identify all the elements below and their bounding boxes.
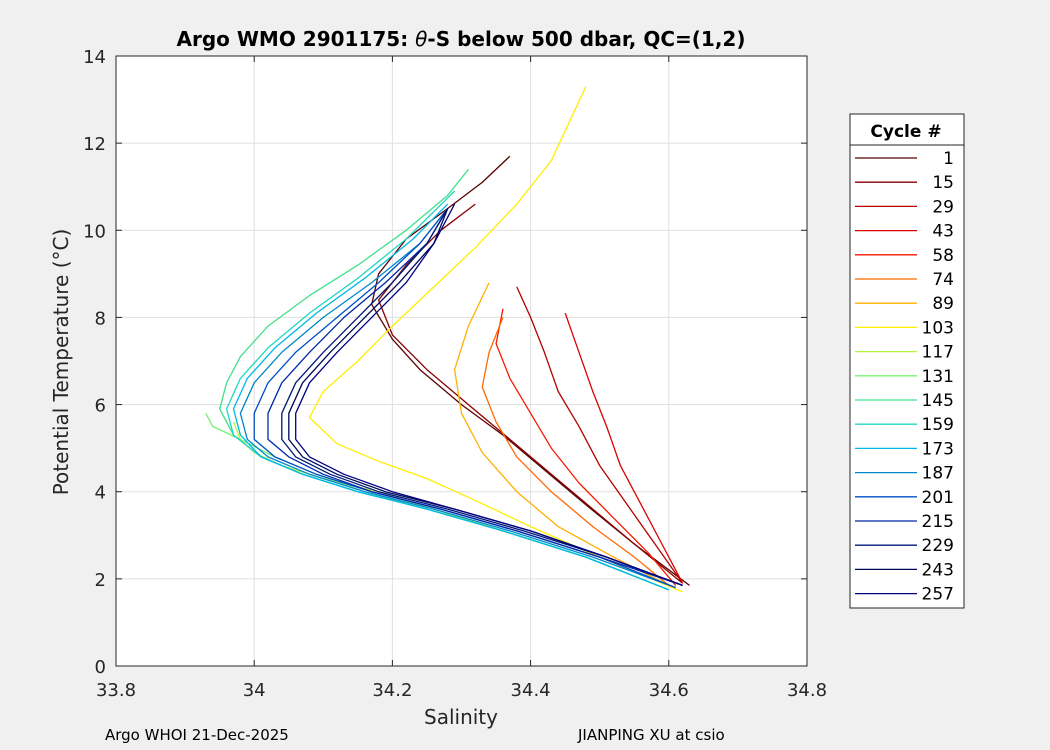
legend-label: 257 <box>922 585 954 605</box>
data-series <box>205 86 690 593</box>
legend-label: 215 <box>922 512 954 532</box>
x-tick-label: 34.4 <box>511 680 551 701</box>
series-line-cycle-74 <box>481 317 670 586</box>
y-tick-label: 14 <box>83 47 106 68</box>
legend-label: 29 <box>932 197 954 217</box>
legend-label: 173 <box>922 439 954 459</box>
x-tick-label: 34.8 <box>787 680 827 701</box>
legend-label: 89 <box>932 294 954 314</box>
legend-label: 187 <box>922 464 954 484</box>
plot-area: 33.8 34 34.2 34.4 34.6 34.8 0 2 4 6 8 10 12 14 <box>83 47 827 701</box>
legend-items: 1 15 29 43 58 74 89 103 117 131 145 159 173 187 201 215… <box>855 149 954 605</box>
legend-label: 145 <box>922 391 954 411</box>
legend-box <box>849 113 965 609</box>
series-line-cycle-173 <box>232 203 670 591</box>
series-line-cycle-89 <box>453 282 670 586</box>
chart-title-suffix: -S below 500 dbar, QC=(1,2) <box>427 27 745 51</box>
series-line-cycle-187 <box>239 208 676 589</box>
legend: Cycle # 11529435874891031171311451591731… <box>849 113 965 609</box>
y-tick-label: 8 <box>95 308 106 329</box>
y-axis-label: Potential Temperature (°C) <box>49 229 73 496</box>
x-tick-label: 34 <box>243 680 266 701</box>
legend-label: 117 <box>922 343 954 363</box>
x-axis-ticks: 33.8 34 34.2 34.4 34.6 34.8 <box>96 56 827 701</box>
series-line-cycle-257 <box>295 203 683 587</box>
legend-label: 131 <box>922 367 954 387</box>
grid-lines <box>116 56 807 666</box>
legend-label: 43 <box>932 222 954 242</box>
x-tick-label: 34.6 <box>649 680 689 701</box>
series-line-cycle-29 <box>516 286 684 584</box>
y-tick-label: 4 <box>95 483 106 504</box>
legend-label: 15 <box>932 173 954 193</box>
series-line-cycle-229 <box>281 208 683 587</box>
y-tick-label: 0 <box>95 657 106 678</box>
chart-title-theta: θ <box>415 27 427 51</box>
series-line-cycle-43 <box>564 312 684 584</box>
series-line-cycle-103 <box>308 86 683 593</box>
y-axis-ticks: 0 2 4 6 8 10 12 14 <box>83 47 807 678</box>
x-tick-label: 33.8 <box>96 680 136 701</box>
footer-right: JIANPING XU at csio <box>577 726 725 744</box>
legend-label: 1 <box>943 149 954 169</box>
chart-title-prefix: Argo WMO 2901175: <box>177 27 416 51</box>
series-line-cycle-15 <box>377 203 684 584</box>
legend-label: 229 <box>922 536 954 556</box>
series-line-cycle-215 <box>267 208 683 587</box>
series-line-cycle-1 <box>371 155 690 586</box>
y-tick-label: 10 <box>83 221 106 242</box>
x-tick-label: 34.2 <box>372 680 412 701</box>
y-tick-label: 6 <box>95 396 106 417</box>
legend-label: 103 <box>922 318 954 338</box>
footer-left: Argo WHOI 21-Dec-2025 <box>105 726 289 744</box>
legend-label: 201 <box>922 488 954 508</box>
y-tick-label: 2 <box>95 570 106 591</box>
plot-frame <box>115 55 808 667</box>
y-tick-label: 12 <box>83 134 106 155</box>
legend-label: 243 <box>922 560 954 580</box>
series-line-cycle-58 <box>495 308 677 586</box>
legend-label: 74 <box>932 270 954 290</box>
legend-label: 58 <box>932 246 954 266</box>
legend-title: Cycle # <box>870 122 941 142</box>
legend-label: 159 <box>922 415 954 435</box>
plot-background <box>116 56 807 666</box>
x-axis-label: Salinity <box>424 705 498 729</box>
chart-title: Argo WMO 2901175: θ-S below 500 dbar, QC… <box>177 27 746 51</box>
